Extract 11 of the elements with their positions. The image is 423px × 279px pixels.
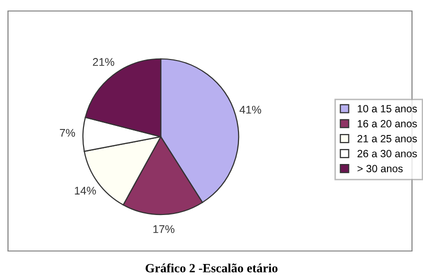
legend-label: 21 a 25 anos bbox=[358, 134, 417, 142]
data-label: 7% bbox=[60, 128, 76, 137]
legend-label: 26 a 30 anos bbox=[358, 150, 417, 158]
data-label: 14% bbox=[74, 186, 96, 195]
text: Gráfico 2 -Escalão etário bbox=[146, 263, 278, 272]
data-label: 17% bbox=[153, 225, 174, 233]
legend-label: 16 a 20 anos bbox=[358, 120, 417, 128]
data-label: 41% bbox=[240, 106, 262, 114]
legend-label: 10 a 15 anos bbox=[358, 105, 417, 112]
data-label: 21% bbox=[92, 58, 114, 66]
legend-label: > 30 anos bbox=[358, 164, 403, 172]
